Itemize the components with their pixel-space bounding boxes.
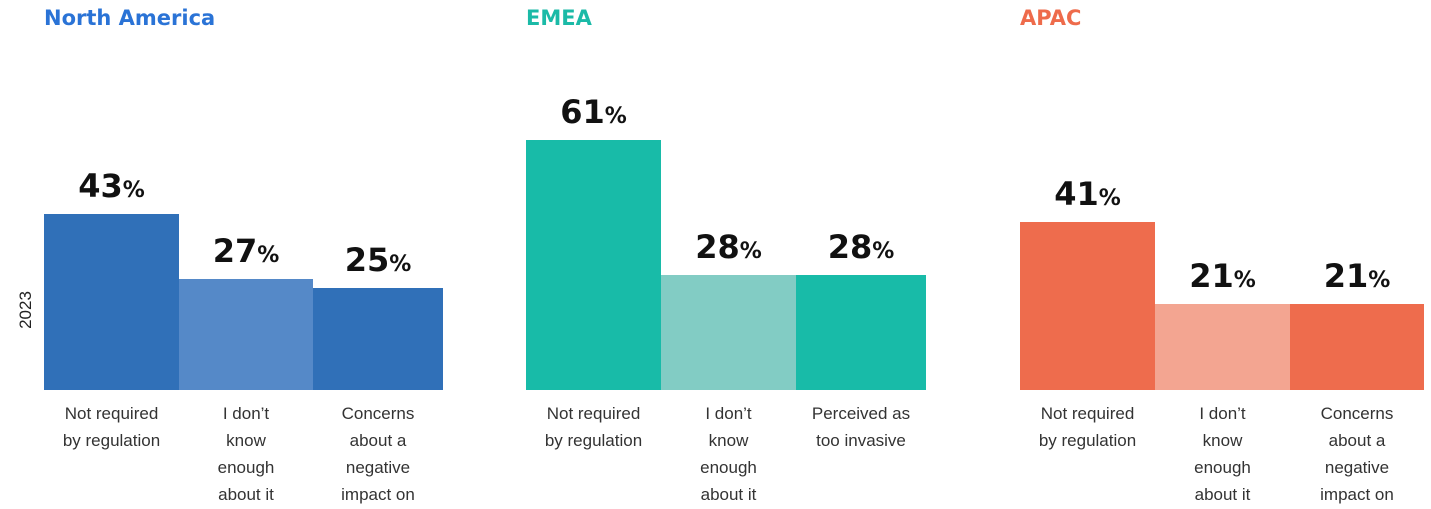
data-label-value: 21 — [1189, 257, 1234, 295]
data-label-2-1: 61% — [526, 96, 661, 128]
category-label-2-1: Not required by regulation — [544, 404, 643, 450]
bar-3-3 — [1290, 304, 1424, 390]
data-label-2-3: 28% — [796, 231, 926, 263]
data-label-value: 27 — [212, 232, 258, 270]
category-label-3-3: Concerns about a negative impact on — [1320, 404, 1394, 504]
category-label-2-3: Perceived as too invasive — [811, 404, 911, 450]
panel-title-1: North America — [44, 6, 216, 30]
bar-1-1 — [44, 214, 179, 390]
bar-1-3 — [313, 288, 443, 390]
category-label-3-2: I don’t know enough about it — [1194, 404, 1251, 504]
panel-title-3: APAC — [1020, 6, 1082, 30]
percent-sign: % — [389, 252, 412, 277]
bar-1-2 — [179, 279, 313, 390]
data-label-1-2: 27% — [179, 235, 313, 267]
percent-sign: % — [1368, 268, 1391, 293]
data-label-3-2: 21% — [1155, 260, 1290, 292]
data-label-3-3: 21% — [1290, 260, 1424, 292]
bar-3-1 — [1020, 222, 1155, 390]
category-label-1-3: Concerns about a negative impact on — [341, 404, 415, 504]
bar-3-2 — [1155, 304, 1290, 390]
percent-sign: % — [872, 239, 895, 264]
category-label-2-2: I don’t know enough about it — [700, 404, 757, 504]
bar-2-3 — [796, 275, 926, 390]
data-label-1-3: 25% — [313, 244, 443, 276]
year-axis-label: 2023 — [16, 291, 35, 329]
data-label-value: 28 — [827, 228, 873, 266]
percent-sign: % — [122, 178, 145, 203]
bar-2-2 — [661, 275, 796, 390]
data-label-2-2: 28% — [661, 231, 796, 263]
percent-sign: % — [604, 104, 627, 129]
category-label-1-1: Not required by regulation — [62, 404, 161, 450]
percent-sign: % — [739, 239, 762, 264]
data-label-value: 43 — [78, 167, 123, 205]
bar-2-1 — [526, 140, 661, 390]
percent-sign: % — [1233, 268, 1256, 293]
panel-title-2: EMEA — [526, 6, 592, 30]
data-label-value: 21 — [1323, 257, 1369, 295]
data-label-1-1: 43% — [44, 170, 179, 202]
data-label-value: 61 — [560, 93, 605, 131]
data-label-value: 28 — [695, 228, 740, 266]
category-label-1-2: I don’t know enough about it — [217, 404, 275, 504]
percent-sign: % — [257, 243, 280, 268]
percent-sign: % — [1098, 186, 1121, 211]
data-label-value: 41 — [1054, 175, 1099, 213]
data-label-value: 25 — [344, 241, 390, 279]
data-label-3-1: 41% — [1020, 178, 1155, 210]
category-label-3-1: Not required by regulation — [1038, 404, 1137, 450]
